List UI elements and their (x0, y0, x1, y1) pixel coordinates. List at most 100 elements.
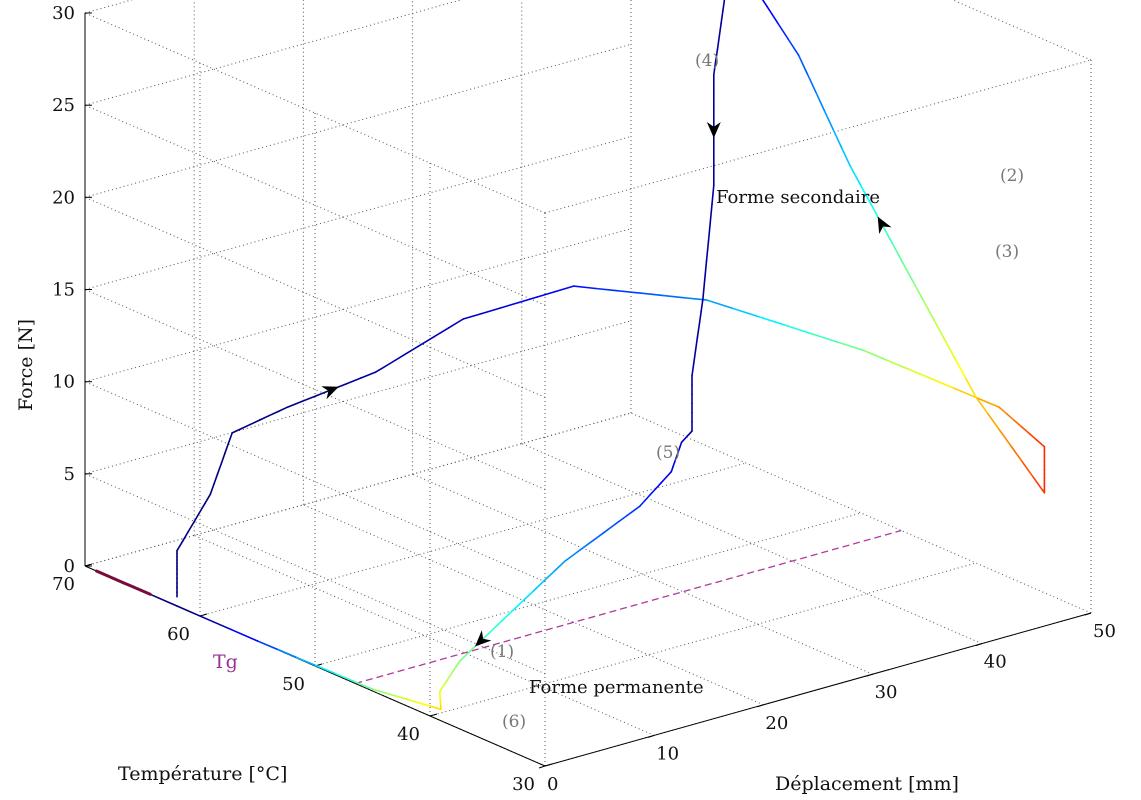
curve-segment (665, 470, 673, 479)
curve-segment (901, 261, 914, 283)
z-tick-label: 5 (64, 464, 75, 485)
curve-segment (213, 472, 219, 485)
direction-arrow (877, 216, 892, 234)
curve-segment (814, 91, 826, 112)
curve-segment (1032, 475, 1046, 494)
curve-segment (371, 688, 385, 694)
curve-segment (644, 493, 652, 502)
curve-segment (832, 128, 843, 149)
curve-segment (275, 648, 297, 658)
curve-segment (654, 482, 662, 490)
curve-segment (659, 476, 667, 485)
curve-segment (975, 396, 989, 414)
curve-segment (258, 414, 270, 421)
z-tick-label: 0 (64, 556, 75, 577)
curve-segment (891, 242, 904, 264)
curve-segment (589, 532, 604, 544)
curve-segment (706, 299, 734, 310)
grid-line (314, 512, 862, 667)
curve-segment (908, 368, 933, 380)
curve-segment (220, 452, 226, 465)
point-label-5: (5) (656, 443, 680, 463)
curve-segment (703, 260, 708, 281)
x-tick (757, 704, 764, 708)
curve-segment (711, 184, 715, 206)
curve-segment (840, 146, 851, 167)
x-tick (866, 673, 873, 677)
curve-segment (776, 21, 789, 40)
x-tick-label: 10 (656, 743, 679, 764)
grid-line (84, 412, 632, 567)
curve-segment (486, 626, 496, 636)
curve-segment (766, 5, 779, 24)
curve-segment (227, 432, 233, 444)
curve-segment (176, 540, 184, 552)
curve-segment (256, 640, 278, 650)
curve-segment (649, 488, 657, 496)
curve-segment (572, 285, 597, 290)
curve-segment (535, 290, 557, 298)
curve-segment (1005, 412, 1015, 422)
y-tick (199, 613, 208, 617)
curve-segment (405, 698, 419, 704)
curve-segment (975, 396, 1000, 408)
curve-segment (493, 620, 503, 629)
curve-segment (333, 672, 355, 682)
curve-segment (345, 377, 362, 385)
curve-segment (417, 701, 431, 707)
curve-segment (953, 387, 978, 399)
curve-segment (716, 35, 721, 50)
grid-line (84, 43, 632, 198)
curve-segment (998, 406, 1008, 415)
curve-segment (192, 512, 200, 524)
curve-segment (543, 570, 556, 582)
curve-segment (722, 0, 726, 12)
curve-segment (374, 362, 391, 374)
annotation-secondary: Forme secondaire (716, 187, 880, 208)
point-label-2: (2) (1000, 166, 1024, 186)
curve-segment (1020, 460, 1034, 478)
curve-segment (499, 301, 520, 309)
grid-line (194, 534, 655, 736)
curve-segment (294, 656, 316, 666)
x-tick (975, 643, 982, 647)
curve-segment (448, 670, 455, 677)
x-tick-label: 40 (984, 652, 1007, 673)
curve-segment (692, 349, 697, 364)
point-label-3: (3) (995, 242, 1019, 262)
curve-segment (707, 222, 712, 243)
annotation-permanent: Forme permanente (529, 677, 704, 698)
grid-line (630, 412, 1092, 614)
curve-segment (500, 610, 514, 622)
grid-line (429, 562, 977, 717)
curve-segment (383, 691, 397, 697)
direction-arrow (475, 630, 492, 647)
curve-segment (229, 628, 259, 642)
curve-segment (696, 323, 701, 339)
curve-segment (626, 505, 641, 517)
x-axis-line (544, 612, 1092, 767)
curve-segment (922, 299, 935, 321)
curve-segment (433, 327, 450, 338)
y-tick-label: 40 (397, 724, 420, 745)
curve-segment (176, 605, 205, 619)
curve-segment (698, 310, 702, 326)
curve-segment (933, 319, 946, 341)
x-tick-label: 30 (875, 682, 898, 703)
curve-segment (1009, 444, 1023, 462)
tg-label: Tg (213, 651, 238, 673)
curve-segment (216, 462, 223, 475)
z-axis-label: Force [N] (15, 319, 37, 411)
box-edge (544, 59, 1092, 214)
curve-segment (617, 289, 642, 294)
curve-segment (532, 580, 545, 592)
curve-segment (797, 54, 809, 75)
curve-segment (677, 446, 681, 453)
curve-segment (1013, 419, 1023, 428)
curve-segment (758, 316, 787, 327)
curve-segment (709, 203, 713, 224)
y-tick-label: 60 (167, 624, 190, 645)
x-tick-label: 50 (1093, 621, 1116, 642)
